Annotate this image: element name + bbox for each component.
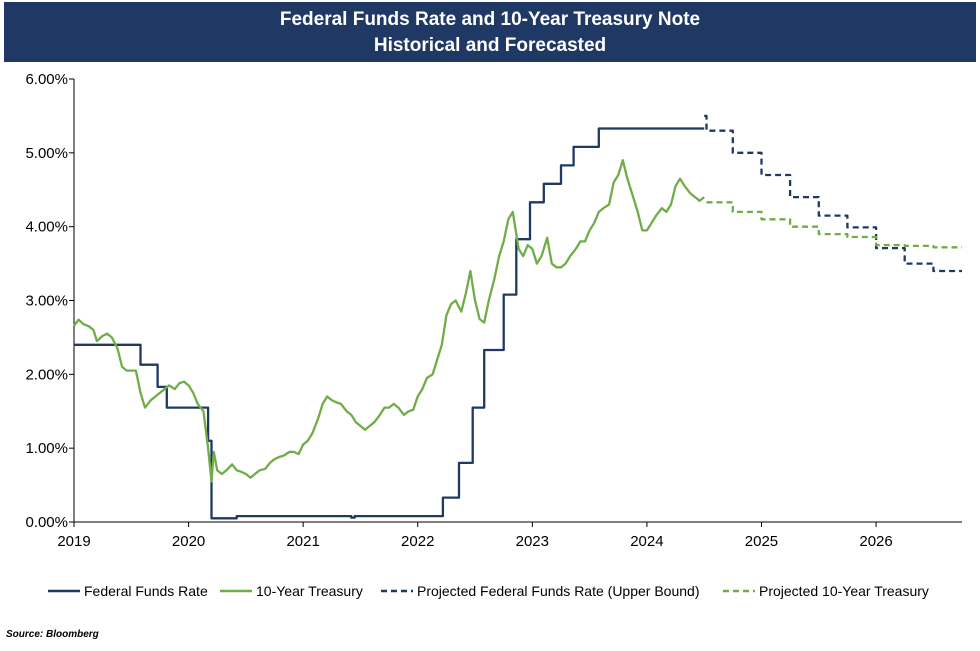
- legend-item-10-year-treasury: 10-Year Treasury: [220, 583, 363, 599]
- series-line-projected-federal-funds-rate-upper-bound: [704, 114, 962, 273]
- x-tick-label: 2025: [745, 533, 778, 550]
- series-line-federal-funds-rate: [74, 127, 705, 520]
- y-tick-label: 4.00%: [25, 219, 68, 236]
- y-tick-label: 3.00%: [25, 293, 68, 310]
- x-tick-label: 2024: [630, 533, 663, 550]
- legend-swatch-10-year-treasury: [220, 589, 252, 593]
- legend-item-projected-10-year-treasury: Projected 10-Year Treasury: [723, 583, 929, 599]
- y-tick-label: 1.00%: [25, 440, 68, 457]
- y-tick-label: 6.00%: [25, 71, 68, 88]
- legend-label-federal-funds-rate: Federal Funds Rate: [84, 583, 208, 599]
- legend-label-projected-10-year-treasury: Projected 10-Year Treasury: [759, 583, 929, 599]
- legend-item-projected-federal-funds-rate: Projected Federal Funds Rate (Upper Boun…: [381, 583, 699, 599]
- y-tick-label: 5.00%: [25, 145, 68, 162]
- x-tick-label: 2026: [859, 533, 892, 550]
- chart-title-bar: Federal Funds Rate and 10-Year Treasury …: [4, 2, 976, 62]
- series-line-10-year-treasury: [73, 159, 705, 483]
- legend-swatch-federal-funds-rate: [48, 589, 80, 593]
- plot-area: [73, 114, 962, 520]
- chart-legend: Federal Funds Rate 10-Year Treasury Proj…: [0, 583, 980, 607]
- x-tick-label: 2019: [57, 533, 90, 550]
- series-line-projected-10-year-treasury: [706, 201, 962, 249]
- legend-swatch-projected-10-year-treasury: [723, 589, 755, 593]
- source-note: Source: Bloomberg: [6, 629, 99, 640]
- y-tick-label: 0.00%: [25, 514, 68, 531]
- chart-subtitle: Historical and Forecasted: [373, 35, 607, 56]
- y-tick-label: 2.00%: [25, 366, 68, 383]
- chart-axes: 0.00% 1.00% 2.00% 3.00% 4.00% 5.00% 6.00% 2019 2…: [25, 71, 962, 550]
- x-tick-label: 2022: [401, 533, 434, 550]
- legend-label-projected-federal-funds-rate: Projected Federal Funds Rate (Upper Boun…: [417, 583, 700, 599]
- x-tick-label: 2021: [286, 533, 319, 550]
- chart-title: Federal Funds Rate and 10-Year Treasury …: [279, 9, 701, 30]
- x-tick-label: 2023: [516, 533, 549, 550]
- x-tick-label: 2020: [172, 533, 205, 550]
- legend-label-10-year-treasury: 10-Year Treasury: [256, 583, 363, 599]
- legend-swatch-projected-federal-funds-rate: [381, 589, 413, 593]
- legend-item-federal-funds-rate: Federal Funds Rate: [48, 583, 208, 599]
